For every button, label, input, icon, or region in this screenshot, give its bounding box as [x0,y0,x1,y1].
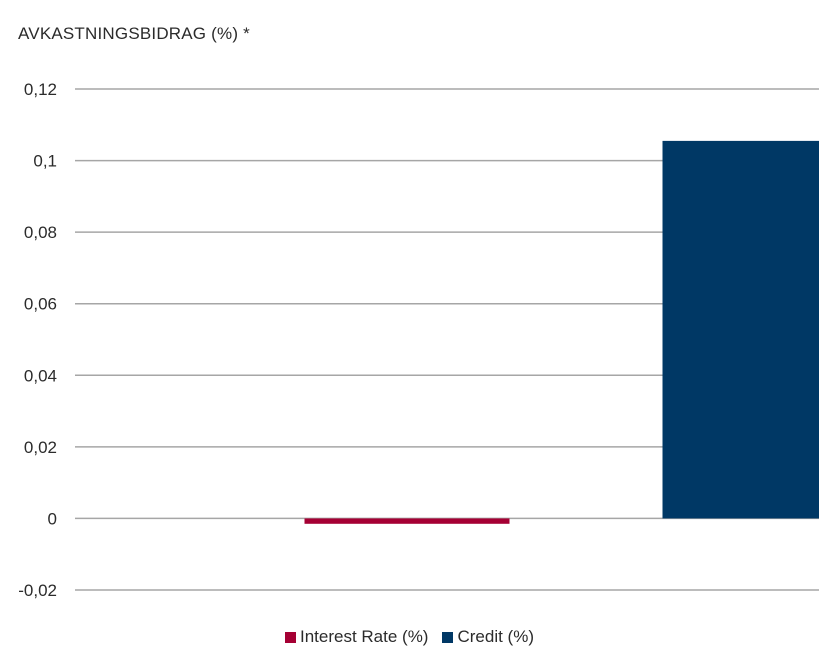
legend-label-credit: Credit (%) [457,627,534,646]
y-tick-label: 0,06 [24,295,57,314]
y-tick-label: -0,02 [18,581,57,600]
y-tick-label: 0,08 [24,223,57,242]
y-tick-label: 0,02 [24,438,57,457]
y-tick-label: 0,04 [24,366,57,385]
y-tick-label: 0 [48,509,57,528]
y-tick-label: 0,1 [33,152,57,171]
y-axis-tick-labels: 0,12 0,1 0,08 0,06 0,04 0,02 0 -0,02 [18,80,57,600]
chart-title: AVKASTNINGSBIDRAG (%) * [18,24,250,43]
legend-swatch-credit [442,631,454,643]
bars [304,140,819,524]
bar-interest-rate [304,518,510,524]
y-tick-label: 0,12 [24,80,57,99]
legend-item-credit: Credit (%) [442,627,534,647]
bar-chart: 0,12 0,1 0,08 0,06 0,04 0,02 0 -0,02 [18,80,819,600]
legend-item-interest-rate: Interest Rate (%) [284,627,429,647]
legend-label-interest-rate: Interest Rate (%) [299,627,429,646]
legend-swatch-interest-rate [284,631,296,643]
legend: Interest Rate (%) Credit (%) [0,627,819,647]
bar-credit [662,140,819,519]
